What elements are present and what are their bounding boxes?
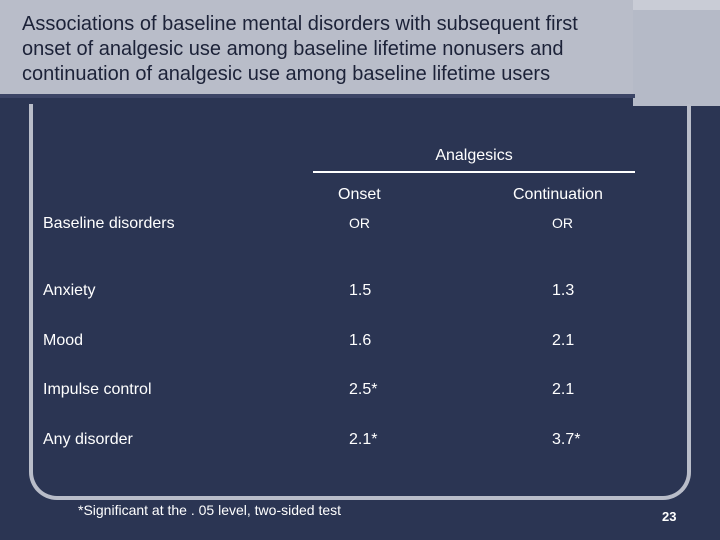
title-band <box>0 0 633 96</box>
row-label: Mood <box>43 332 84 349</box>
group-header-rule <box>313 171 635 173</box>
slide-title: Associations of baseline mental disorder… <box>22 13 578 85</box>
subheader-continuation-or: OR <box>552 215 573 231</box>
group-header-analgesics: Analgesics <box>435 147 513 164</box>
decorative-strip <box>633 10 720 106</box>
column-header-continuation: Continuation <box>513 186 603 203</box>
continuation-value: 1.3 <box>552 282 575 299</box>
row-label: Any disorder <box>43 431 133 448</box>
row-label: Impulse control <box>43 381 152 398</box>
onset-value: 1.5 <box>349 282 372 299</box>
continuation-value: 3.7* <box>552 431 581 448</box>
decorative-strip-top <box>633 0 720 10</box>
subheader-onset-or: OR <box>349 215 370 231</box>
row-label: Anxiety <box>43 282 96 299</box>
title-band-shadow <box>0 94 635 98</box>
onset-value: 2.1* <box>349 431 378 448</box>
footnote: *Significant at the . 05 level, two-side… <box>78 502 342 518</box>
table-frame <box>29 104 691 500</box>
continuation-value: 2.1 <box>552 381 575 398</box>
onset-value: 1.6 <box>349 332 372 349</box>
page-number: 23 <box>662 509 677 524</box>
continuation-value: 2.1 <box>552 332 575 349</box>
onset-value: 2.5* <box>349 381 378 398</box>
row-header: Baseline disorders <box>43 215 175 232</box>
column-header-onset: Onset <box>338 186 381 203</box>
